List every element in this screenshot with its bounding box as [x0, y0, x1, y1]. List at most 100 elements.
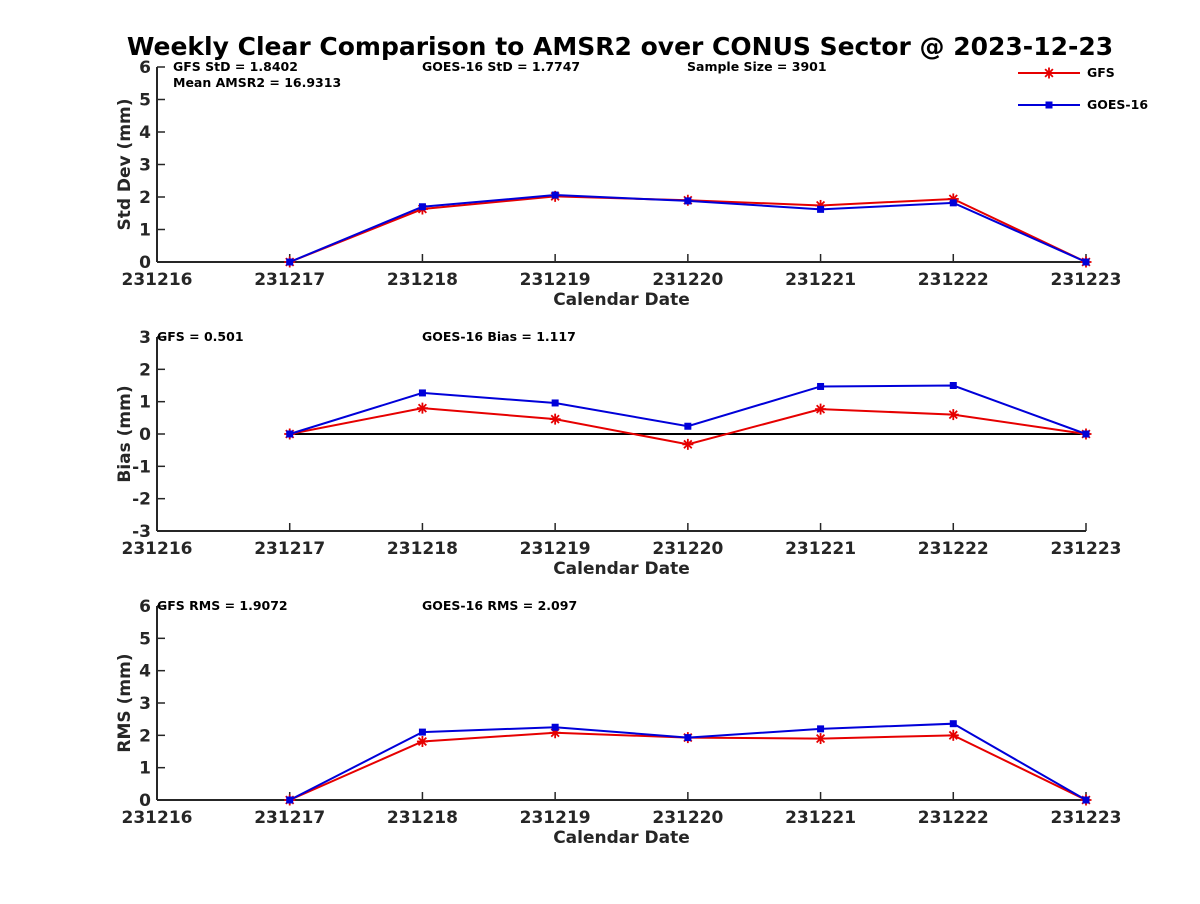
stat-annotation: Mean AMSR2 = 16.9313 [173, 75, 341, 90]
y-tick-label: 5 [139, 629, 151, 649]
x-tick-label: 231220 [652, 808, 723, 828]
x-tick-label: 231219 [520, 539, 591, 559]
x-tick-label: 231222 [918, 539, 989, 559]
y-tick-label: 3 [139, 156, 151, 176]
x-tick-label: 231218 [387, 270, 458, 290]
stat-annotation: GFS RMS = 1.9072 [157, 598, 288, 613]
x-tick-label: 231220 [652, 539, 723, 559]
data-point-goes-16 [286, 430, 294, 438]
panel-1: 0 1 2 3 4 5 6 231216 231217 231218 231219 231220 231… [115, 58, 1121, 310]
y-tick-label: 0 [139, 253, 151, 273]
y-tick-label: -1 [132, 457, 151, 477]
y-axis-label: Std Dev (mm) [115, 98, 135, 230]
x-tick-label: 231216 [122, 808, 193, 828]
stat-annotation: GOES-16 Bias = 1.117 [422, 329, 576, 344]
x-tick-label: 231218 [387, 539, 458, 559]
x-tick-label: 231217 [254, 808, 325, 828]
y-tick-label: 4 [139, 662, 151, 682]
data-point-gfs [947, 729, 959, 741]
x-axis-label: Calendar Date [553, 290, 690, 310]
data-point-gfs [549, 413, 561, 425]
x-tick-label: 231220 [652, 270, 723, 290]
x-tick-label: 231216 [122, 539, 193, 559]
y-tick-label: 5 [139, 91, 151, 111]
y-tick-label: 3 [139, 328, 151, 348]
data-point-goes-16 [949, 199, 957, 207]
data-point-goes-16 [418, 728, 426, 736]
y-tick-label: 1 [139, 759, 151, 779]
data-point-gfs [815, 733, 827, 745]
data-point-gfs [947, 409, 959, 421]
data-point-gfs-stroke [417, 403, 427, 413]
data-point-goes-16 [418, 389, 426, 397]
data-point-gfs [416, 402, 428, 414]
y-tick-label: 6 [139, 597, 151, 617]
x-tick-label: 231216 [122, 270, 193, 290]
legend-marker-goes-16 [1045, 101, 1053, 109]
y-tick-label: -2 [132, 490, 151, 510]
data-point-goes-16 [949, 382, 957, 389]
y-axis-label: Bias (mm) [115, 385, 135, 482]
stat-annotation: GOES-16 RMS = 2.097 [422, 598, 577, 613]
series-line-gfs [289, 195, 1087, 263]
x-tick-label: 231223 [1051, 808, 1122, 828]
chart-title: Weekly Clear Comparison to AMSR2 over CO… [127, 32, 1113, 61]
stat-annotation: GFS = 0.501 [157, 329, 244, 344]
data-point-goes-16 [817, 725, 825, 733]
y-tick-label: 1 [139, 221, 151, 241]
stat-annotation: GOES-16 StD = 1.7747 [422, 59, 580, 74]
data-point-goes-16 [817, 205, 825, 213]
legend-marker-gfs-stroke [1044, 68, 1054, 78]
data-point-gfs-stroke [816, 734, 826, 744]
data-point-goes-16 [684, 734, 692, 742]
data-point-gfs-stroke [948, 730, 958, 740]
data-point-gfs-stroke [948, 410, 958, 420]
y-tick-label: 2 [139, 360, 151, 380]
legend: GFS GOES-16 [1018, 65, 1148, 112]
data-point-goes-16 [286, 796, 294, 804]
data-point-goes-16 [684, 422, 692, 430]
y-tick-label: 1 [139, 393, 151, 413]
x-tick-label: 231218 [387, 808, 458, 828]
data-point-gfs [416, 735, 428, 747]
data-point-goes-16 [551, 399, 559, 407]
legend-marker-gfs [1043, 67, 1055, 79]
data-point-goes-16 [418, 203, 426, 211]
data-point-goes-16 [1082, 796, 1090, 804]
x-tick-label: 231219 [520, 808, 591, 828]
data-point-goes-16 [684, 197, 692, 205]
x-tick-label: 231222 [918, 270, 989, 290]
y-tick-label: -3 [132, 522, 151, 542]
x-axis-label: Calendar Date [553, 828, 690, 848]
y-tick-label: 2 [139, 188, 151, 208]
x-tick-label: 231223 [1051, 270, 1122, 290]
data-point-goes-16 [1082, 430, 1090, 438]
x-tick-label: 231221 [785, 539, 856, 559]
data-point-goes-16 [949, 720, 957, 728]
panel-2: -3 -2 -1 0 1 2 3 231216 231217 231218 231219 231220… [115, 328, 1121, 579]
x-tick-label: 231217 [254, 539, 325, 559]
data-point-gfs-stroke [683, 439, 693, 449]
x-tick-label: 231217 [254, 270, 325, 290]
y-tick-label: 4 [139, 123, 151, 143]
y-tick-label: 6 [139, 58, 151, 78]
data-point-goes-16 [551, 191, 559, 199]
data-point-gfs-stroke [417, 736, 427, 747]
data-point-gfs-stroke [816, 404, 826, 414]
legend-label-gfs: GFS [1087, 65, 1115, 80]
panel-3: 0 1 2 3 4 5 6 231216 231217 231218 231219 231220 231… [115, 597, 1121, 848]
y-tick-label: 0 [139, 791, 151, 811]
y-tick-label: 3 [139, 694, 151, 714]
data-point-goes-16 [1082, 258, 1090, 266]
data-point-goes-16 [286, 258, 294, 266]
x-tick-label: 231222 [918, 808, 989, 828]
x-tick-label: 231221 [785, 808, 856, 828]
legend-label-goes-16: GOES-16 [1087, 97, 1148, 112]
data-point-goes-16 [817, 382, 825, 390]
stat-annotation: GFS StD = 1.8402 [173, 59, 298, 74]
x-tick-label: 231223 [1051, 539, 1122, 559]
y-axis-label: RMS (mm) [115, 653, 135, 752]
x-tick-label: 231221 [785, 270, 856, 290]
y-tick-label: 2 [139, 726, 151, 746]
